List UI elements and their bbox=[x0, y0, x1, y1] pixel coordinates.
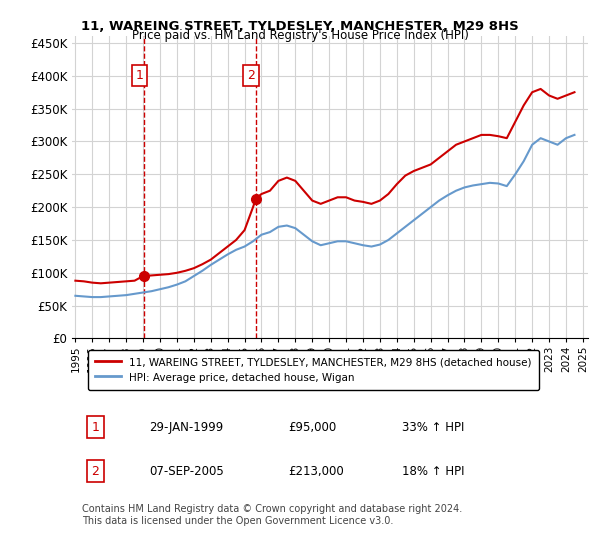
Legend: 11, WAREING STREET, TYLDESLEY, MANCHESTER, M29 8HS (detached house), HPI: Averag: 11, WAREING STREET, TYLDESLEY, MANCHESTE… bbox=[88, 349, 539, 390]
Text: 2: 2 bbox=[247, 69, 255, 82]
Text: 18% ↑ HPI: 18% ↑ HPI bbox=[402, 465, 465, 478]
Text: 11, WAREING STREET, TYLDESLEY, MANCHESTER, M29 8HS: 11, WAREING STREET, TYLDESLEY, MANCHESTE… bbox=[81, 20, 519, 32]
Text: Price paid vs. HM Land Registry's House Price Index (HPI): Price paid vs. HM Land Registry's House … bbox=[131, 29, 469, 42]
Text: 2: 2 bbox=[91, 465, 99, 478]
Text: 33% ↑ HPI: 33% ↑ HPI bbox=[402, 421, 464, 433]
Text: 1: 1 bbox=[91, 421, 99, 433]
Text: 1: 1 bbox=[136, 69, 143, 82]
Text: Contains HM Land Registry data © Crown copyright and database right 2024.
This d: Contains HM Land Registry data © Crown c… bbox=[82, 504, 463, 526]
Text: £213,000: £213,000 bbox=[289, 465, 344, 478]
Text: £95,000: £95,000 bbox=[289, 421, 337, 433]
Text: 07-SEP-2005: 07-SEP-2005 bbox=[149, 465, 224, 478]
Text: 29-JAN-1999: 29-JAN-1999 bbox=[149, 421, 224, 433]
